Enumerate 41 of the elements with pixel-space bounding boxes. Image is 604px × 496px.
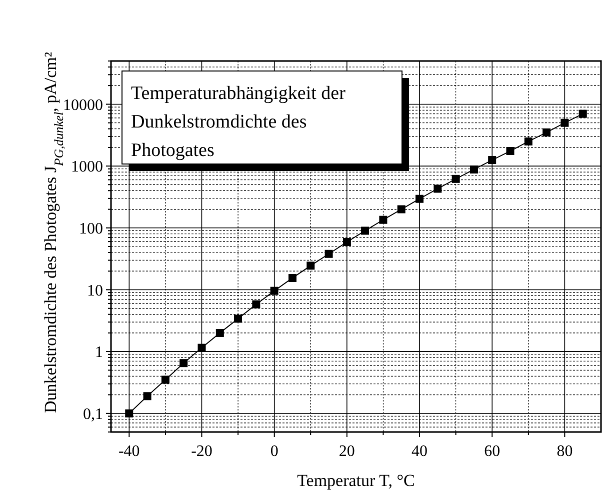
x-tick-label: 60 [484, 443, 500, 460]
point [252, 300, 260, 308]
point [379, 216, 388, 224]
y-tick-label: 1000 [71, 158, 103, 176]
point [361, 226, 370, 235]
point [288, 274, 296, 282]
point [342, 238, 351, 246]
text: Temperaturabhängigkeit der Dunkelstromdichte des Photogates [131, 83, 346, 161]
point [180, 359, 188, 368]
point [397, 205, 406, 214]
point [488, 156, 496, 164]
x-tick-label: 80 [556, 443, 573, 460]
x-tick-label: 20 [338, 443, 355, 460]
y-tick-label: 0,1 [83, 406, 103, 423]
x-axis-title: Temperatur T, °C [297, 471, 415, 490]
point [324, 250, 333, 258]
point [416, 194, 424, 203]
y-tick-label: 100 [79, 220, 103, 238]
x-tick-label: -40 [118, 443, 140, 460]
x-tick-label: -20 [191, 443, 212, 460]
x-tick-label: 40 [412, 443, 428, 460]
point [434, 184, 442, 193]
point [270, 286, 278, 295]
point [161, 376, 170, 384]
point [143, 392, 152, 400]
point [470, 165, 478, 174]
point [542, 128, 551, 136]
point [452, 174, 460, 183]
point [216, 328, 224, 337]
point [506, 147, 514, 156]
point [524, 137, 532, 146]
point [306, 262, 315, 270]
point [234, 314, 242, 323]
y-tick-label: 10 [87, 282, 103, 300]
point [560, 118, 569, 127]
y-tick-label: 1 [95, 344, 103, 362]
point [125, 409, 134, 418]
point [198, 344, 206, 352]
x-tick-label: 0 [270, 443, 278, 460]
point [578, 110, 587, 118]
y-tick-label: 10000 [63, 96, 103, 114]
